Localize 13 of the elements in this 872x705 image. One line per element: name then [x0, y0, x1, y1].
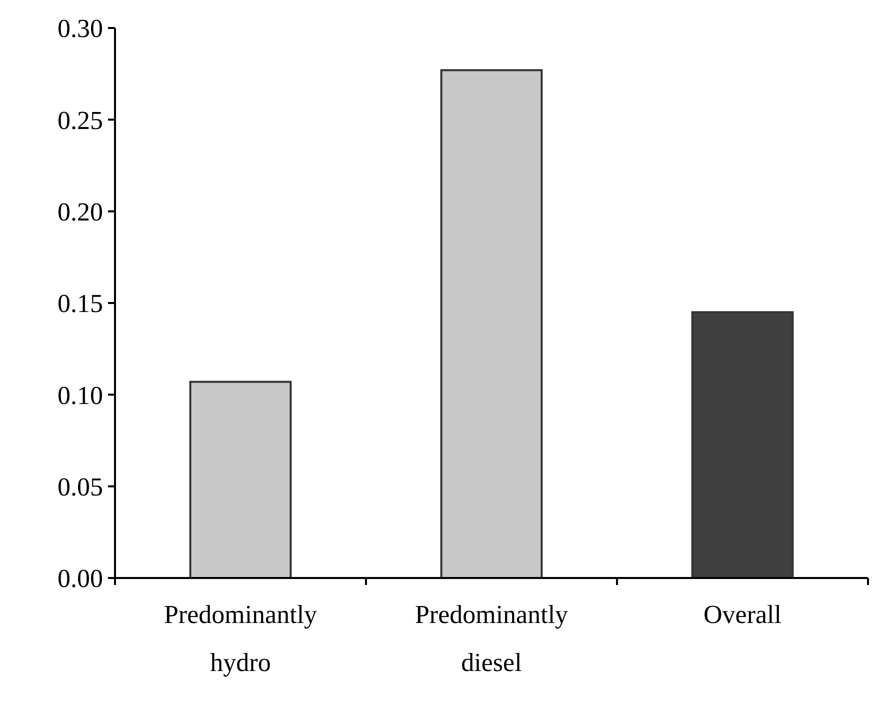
x-tick-label: Predominantly hydro	[164, 600, 318, 677]
bar	[691, 311, 794, 579]
y-tick-label: 0.00	[58, 564, 103, 594]
y-tick-label: 0.25	[58, 106, 103, 135]
bar	[440, 69, 543, 579]
y-tick-label: 0.15	[58, 289, 103, 318]
y-tick-label: 0.30	[58, 14, 103, 44]
y-tick-label: 0.20	[58, 197, 103, 226]
y-tick-label: 0.10	[58, 380, 103, 410]
x-tick-label: Predominantly diesel	[414, 600, 568, 677]
bar	[189, 380, 292, 579]
x-tick-label: Overall	[704, 600, 782, 629]
y-tick-label: 0.05	[58, 472, 103, 502]
